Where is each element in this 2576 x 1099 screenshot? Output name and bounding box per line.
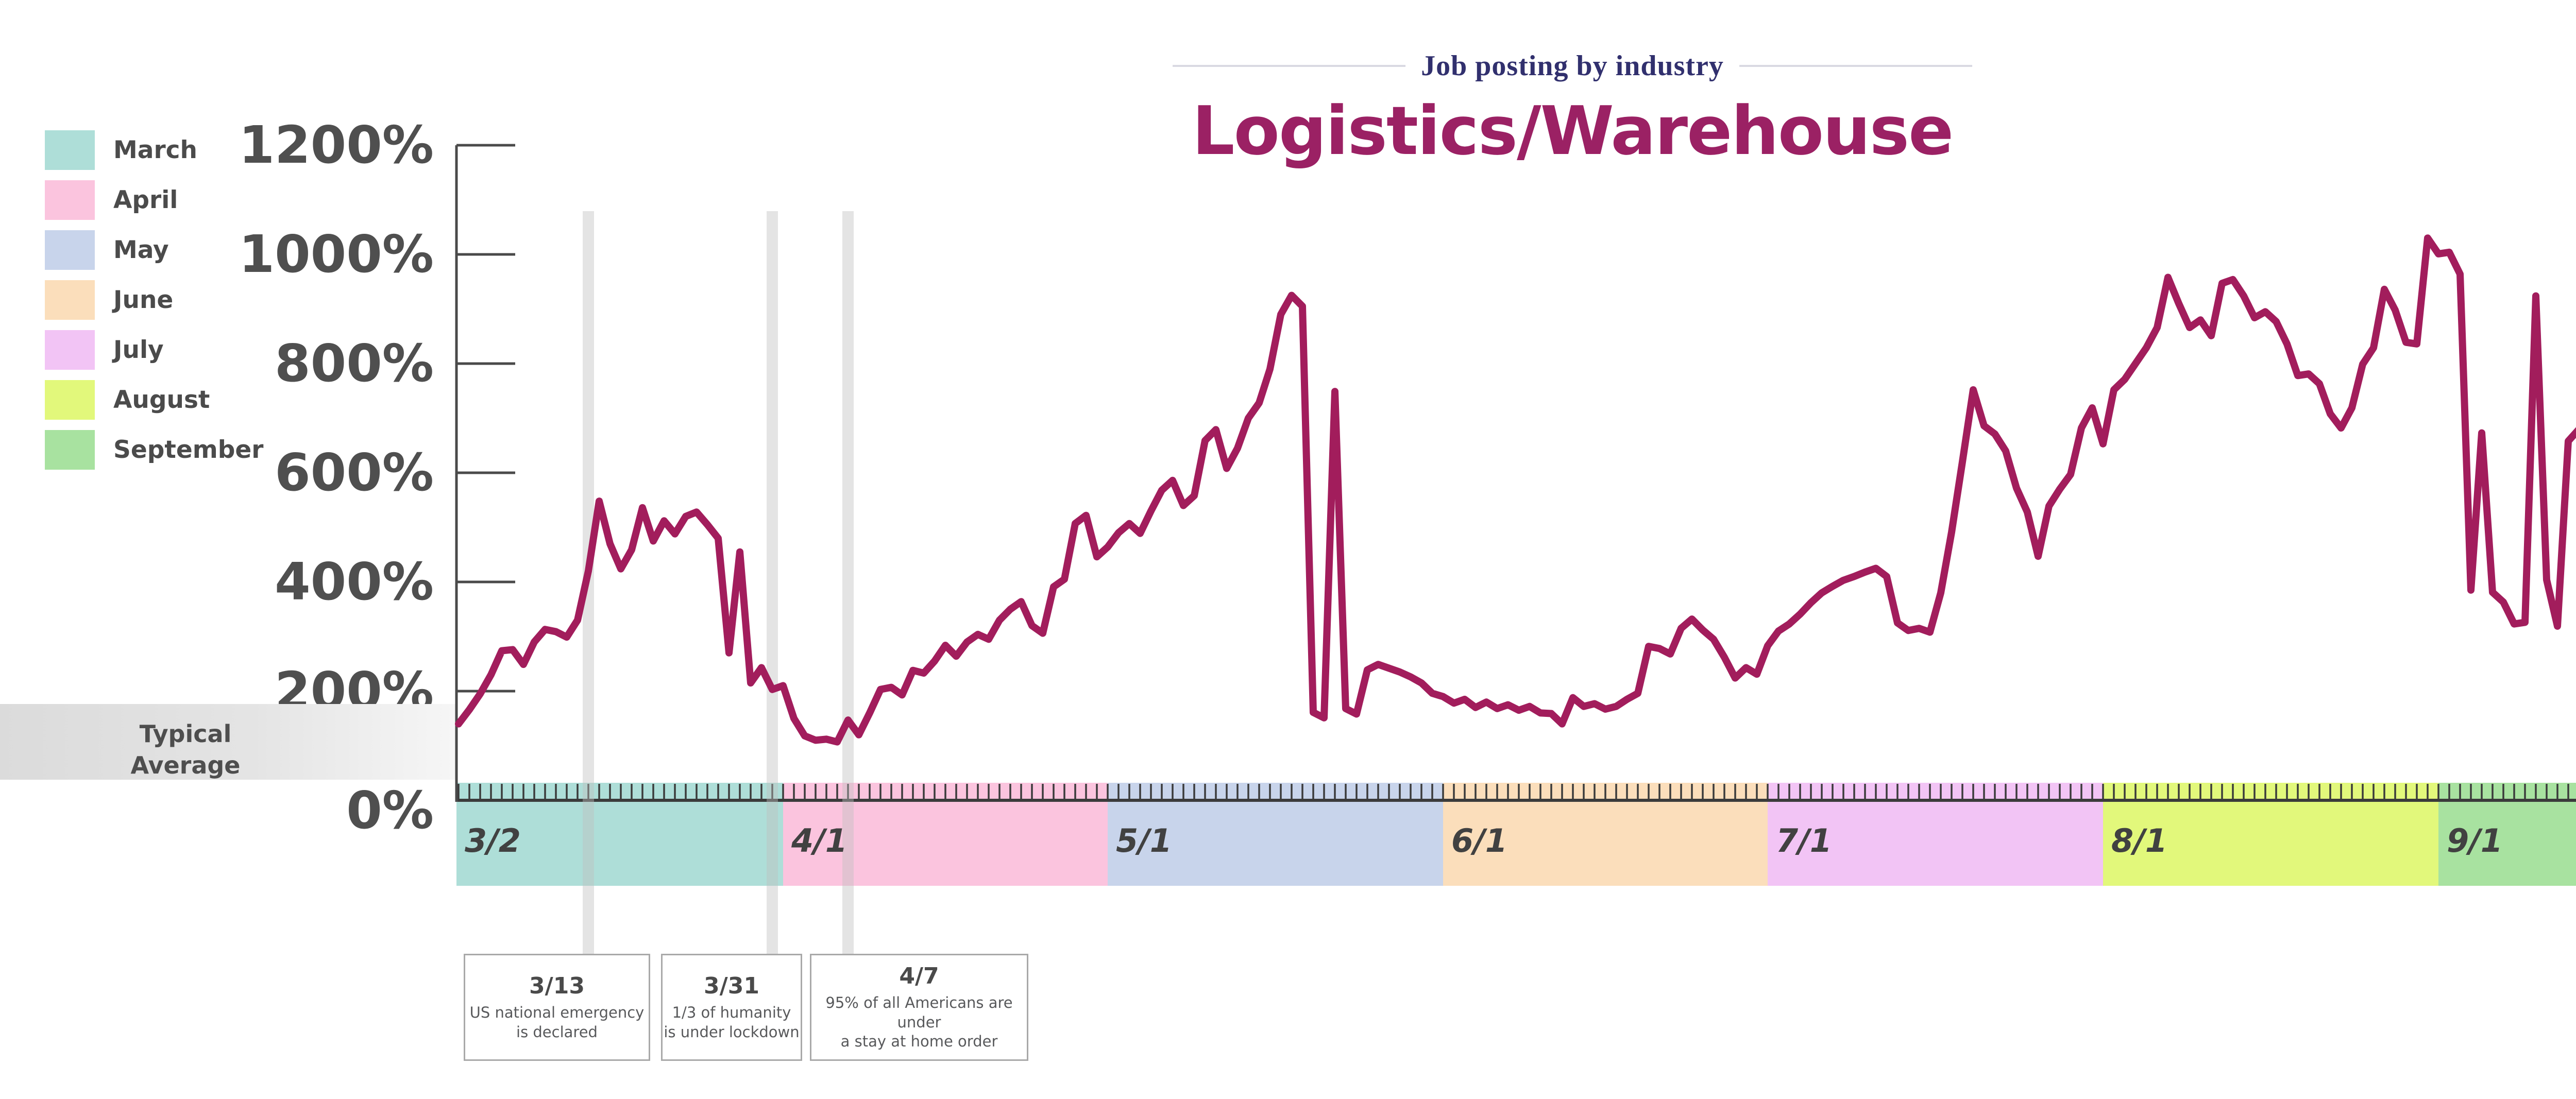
- month-label-6/1: 6/1: [1451, 822, 1507, 860]
- event-text-line: a stay at home order: [840, 1033, 998, 1051]
- legend-label: August: [113, 386, 210, 414]
- legend-swatch-september: [45, 430, 95, 470]
- legend-item-march: March: [45, 125, 263, 175]
- event-box-3/13: 3/13 US national emergency is declared: [464, 954, 650, 1061]
- event-text-line: 95% of all Americans are under: [825, 993, 1013, 1031]
- chart-kicker: Job posting by industry: [1421, 50, 1724, 82]
- month-label-3/2: 3/2: [465, 822, 521, 860]
- y-axis-label-600: 600%: [275, 442, 434, 503]
- data-line: [455, 234, 2576, 746]
- legend-label: April: [113, 186, 178, 214]
- month-label-9/1: 9/1: [2447, 822, 2503, 860]
- event-date: 3/13: [529, 972, 585, 999]
- legend-swatch-may: [45, 230, 95, 270]
- legend-swatch-june: [45, 280, 95, 320]
- event-date: 3/31: [704, 972, 759, 999]
- month-label-7/1: 7/1: [1776, 822, 1832, 860]
- y-axis-label-0: 0%: [346, 780, 434, 840]
- legend-item-july: July: [45, 325, 263, 375]
- typical-average-label: Typical Average: [77, 718, 294, 781]
- legend-label: July: [113, 336, 164, 364]
- legend-label: June: [113, 286, 174, 314]
- legend-item-september: September: [45, 425, 263, 475]
- subtitle-right-rule: [1739, 65, 1972, 67]
- event-text-line: is declared: [516, 1023, 598, 1041]
- month-label-4/1: 4/1: [791, 822, 848, 860]
- event-marker-3/31: [767, 211, 778, 954]
- event-box-4/7: 4/7 95% of all Americans are under a stay …: [810, 954, 1028, 1061]
- typical-average-line2: Average: [130, 751, 241, 779]
- legend: March April May June July August September: [45, 125, 263, 475]
- y-axis-label-400: 400%: [275, 552, 434, 612]
- month-label-8/1: 8/1: [2111, 822, 2167, 860]
- legend-swatch-july: [45, 330, 95, 370]
- typical-average-line1: Typical: [139, 720, 232, 748]
- legend-swatch-august: [45, 380, 95, 420]
- y-axis-label-1200: 1200%: [239, 115, 434, 175]
- event-box-3/31: 3/31 1/3 of humanity is under lockdown: [661, 954, 802, 1061]
- subtitle-row: Job posting by industry: [1173, 49, 1972, 82]
- legend-item-june: June: [45, 275, 263, 325]
- typical-average-band: Typical Average: [0, 704, 456, 780]
- legend-label: September: [113, 436, 264, 464]
- legend-label: May: [113, 236, 169, 264]
- y-axis-label-1000: 1000%: [239, 224, 434, 284]
- legend-item-april: April: [45, 175, 263, 225]
- legend-item-may: May: [45, 225, 263, 275]
- event-marker-4/7: [842, 211, 854, 954]
- event-text-line: US national emergency: [469, 1003, 645, 1021]
- subtitle-left-rule: [1173, 65, 1406, 67]
- legend-swatch-march: [45, 130, 95, 170]
- chart-title: Logistics/Warehouse: [1192, 92, 1954, 170]
- event-text-line: is under lockdown: [664, 1023, 800, 1041]
- legend-item-august: August: [45, 375, 263, 425]
- event-date: 4/7: [899, 963, 939, 989]
- chart-header: Job posting by industry Logistics/Wareho…: [1173, 49, 1972, 170]
- legend-label: March: [113, 136, 197, 164]
- y-axis-label-800: 800%: [275, 333, 434, 393]
- legend-swatch-april: [45, 180, 95, 220]
- month-label-5/1: 5/1: [1116, 822, 1172, 860]
- event-text-line: 1/3 of humanity: [672, 1003, 791, 1021]
